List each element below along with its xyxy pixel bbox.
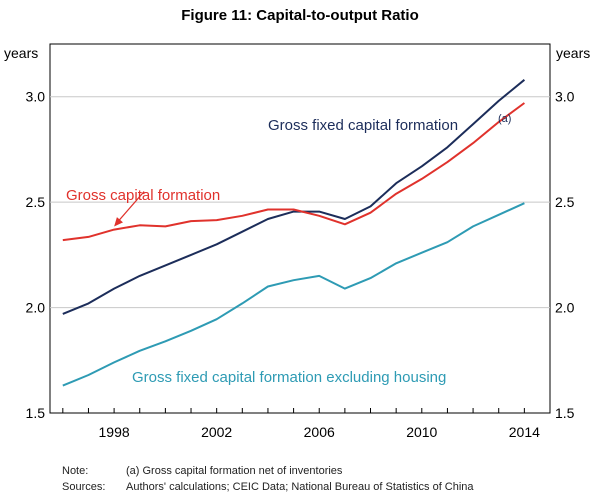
y-tick-label-right: 2.0 (555, 300, 575, 316)
series-line-1 (62, 79, 526, 315)
y-tick-label-left: 2.5 (26, 194, 46, 210)
series-line-3 (62, 202, 525, 387)
x-tick-label: 2002 (201, 424, 232, 440)
y-axis-label-left: years (4, 45, 38, 61)
y-tick-label-right: 2.5 (555, 194, 575, 210)
series-label-gross-capital: Gross capital formation (66, 187, 220, 204)
annotation-arrow-shaft (116, 191, 145, 223)
y-tick-label-left: 1.5 (26, 405, 46, 421)
series-label-superscript: (a) (498, 113, 511, 125)
series-label-excl-housing: Gross fixed capital formation excluding … (132, 369, 446, 386)
series-line-2 (62, 102, 525, 242)
capital-output-chart: Figure 11: Capital-to-output Ratio years… (4, 7, 590, 440)
sources-text: Authors' calculations; CEIC Data; Nation… (126, 481, 474, 493)
chart-title: Figure 11: Capital-to-output Ratio (181, 7, 419, 24)
y-tick-label-right: 3.0 (555, 89, 575, 105)
note-row: Note: (a) Gross capital formation net of … (62, 463, 474, 479)
y-tick-label-left: 2.0 (26, 300, 46, 316)
note-text: (a) Gross capital formation net of inven… (126, 465, 343, 477)
sources-key: Sources: (62, 481, 106, 493)
annotation-arrow-head (114, 217, 123, 227)
footnotes: Note: (a) Gross capital formation net of … (62, 463, 474, 495)
note-key: Note: (62, 465, 89, 477)
x-tick-label: 2014 (509, 424, 540, 440)
x-tick-label: 2006 (304, 424, 335, 440)
y-axis-label-right: years (556, 45, 590, 61)
plot-frame (49, 43, 551, 414)
y-tick-label-left: 3.0 (26, 89, 46, 105)
x-tick-label: 1998 (99, 424, 130, 440)
x-tick-label: 2010 (406, 424, 437, 440)
series-label-gross-fixed: Gross fixed capital formation (268, 117, 458, 134)
y-tick-label-right: 1.5 (555, 405, 575, 421)
sources-row: Sources: Authors' calculations; CEIC Data… (62, 479, 474, 495)
